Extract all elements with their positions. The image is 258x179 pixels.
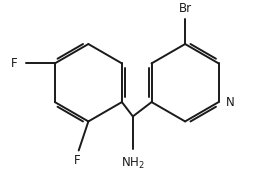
Text: NH$_2$: NH$_2$	[121, 156, 145, 171]
Text: N: N	[225, 96, 234, 109]
Text: Br: Br	[179, 2, 192, 15]
Text: F: F	[74, 154, 80, 167]
Text: F: F	[11, 57, 17, 70]
